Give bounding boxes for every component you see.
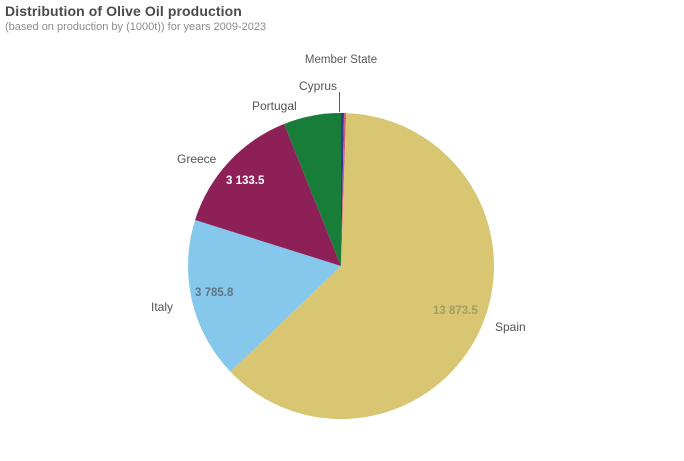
value-label-greece: 3 133.5 — [226, 175, 265, 187]
pie-slice-italy[interactable] — [187, 219, 341, 372]
slice-label-cyprus: Cyprus — [298, 79, 337, 93]
chart-title: Distribution of Olive Oil production — [5, 3, 242, 19]
pie-slice-spain[interactable] — [230, 113, 495, 420]
dimension-title: Member State — [304, 54, 378, 66]
slice-label-greece: Greece — [177, 152, 217, 166]
value-label-italy: 3 785.8 — [195, 287, 234, 299]
pie-slice-portugal[interactable] — [284, 113, 341, 266]
pie-slice-cyprus[interactable] — [341, 113, 345, 266]
pie-slice-unlabeled[interactable] — [341, 113, 347, 266]
slice-label-spain: Spain — [495, 320, 526, 334]
slice-label-portugal: Portugal — [252, 99, 297, 113]
pie-slice-greece[interactable] — [195, 123, 341, 266]
cyprus-leader-line — [339, 92, 340, 112]
slice-label-italy: Italy — [151, 300, 174, 314]
value-label-spain: 13 873.5 — [433, 305, 478, 317]
chart-subtitle: (based on production by (1000t)) for yea… — [5, 21, 267, 33]
